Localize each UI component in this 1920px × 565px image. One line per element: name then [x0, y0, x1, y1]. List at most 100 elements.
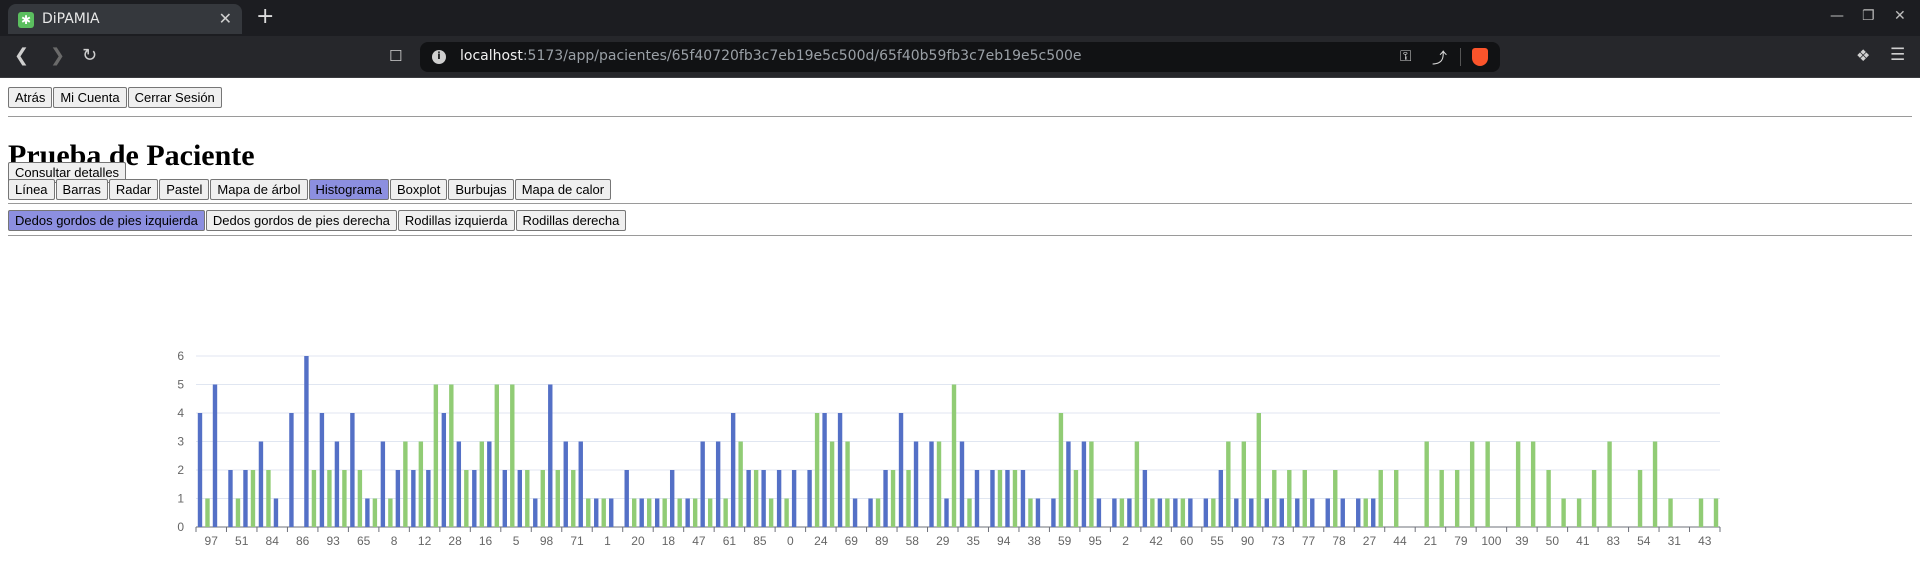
- body-part-tabs: Dedos gordos de pies izquierda Dedos gord…: [8, 210, 627, 231]
- histogram-bar: [1469, 441, 1475, 527]
- histogram-bar: [1363, 498, 1368, 527]
- x-tick-label: 1: [604, 534, 611, 548]
- histogram-bar: [1112, 498, 1117, 527]
- histogram-bar: [1310, 498, 1315, 527]
- x-tick-label: 71: [570, 534, 584, 548]
- x-tick-label: 100: [1481, 534, 1501, 548]
- x-tick-label: 86: [296, 534, 310, 548]
- histogram-bar: [1439, 470, 1444, 527]
- logout-button[interactable]: Cerrar Sesión: [127, 87, 222, 108]
- histogram-bar: [692, 498, 698, 527]
- body-part-tab-1[interactable]: Dedos gordos de pies derecha: [205, 210, 397, 231]
- histogram-bar: [1035, 498, 1041, 527]
- bookmark-icon[interactable]: ☐: [389, 47, 403, 65]
- histogram-bar: [1134, 441, 1140, 527]
- reload-icon[interactable]: ↻: [82, 45, 98, 66]
- histogram-bar: [1272, 470, 1277, 527]
- histogram-bar: [1264, 498, 1269, 527]
- x-tick-label: 79: [1454, 534, 1468, 548]
- x-tick-label: 93: [326, 534, 340, 548]
- chart-type-tab-7[interactable]: Burbujas: [448, 179, 514, 200]
- chart-type-tab-0[interactable]: Línea: [8, 179, 55, 200]
- histogram-bar: [1561, 498, 1566, 527]
- x-tick-label: 29: [936, 534, 950, 548]
- x-tick-label: 31: [1668, 534, 1682, 548]
- x-tick-label: 95: [1088, 534, 1102, 548]
- x-tick-label: 89: [875, 534, 889, 548]
- forward-arrow-icon[interactable]: ❯: [50, 45, 66, 66]
- address-bar[interactable]: i localhost:5173/app/pacientes/65f40720f…: [420, 42, 1500, 72]
- histogram-bar: [235, 498, 241, 527]
- histogram-bar: [1394, 470, 1399, 527]
- brave-shield-icon[interactable]: [1472, 48, 1488, 66]
- back-button[interactable]: Atrás: [8, 87, 53, 108]
- histogram-bar: [1012, 470, 1018, 527]
- restore-icon[interactable]: ❐: [1862, 8, 1875, 24]
- histogram-bar: [791, 470, 797, 527]
- details-button[interactable]: Consultar detalles: [8, 162, 127, 183]
- body-part-tab-2[interactable]: Rodillas izquierda: [397, 210, 515, 231]
- y-tick-label: 3: [177, 435, 184, 449]
- chart-type-tab-8[interactable]: Mapa de calor: [514, 179, 612, 200]
- close-window-icon[interactable]: ✕: [1894, 8, 1906, 24]
- share-icon[interactable]: ⤴: [1432, 49, 1448, 67]
- extensions-icon[interactable]: ❖: [1856, 46, 1871, 65]
- close-icon[interactable]: ✕: [218, 9, 232, 28]
- account-button[interactable]: Mi Cuenta: [53, 87, 127, 108]
- histogram-bar: [852, 498, 858, 527]
- x-tick-label: 8: [391, 534, 398, 548]
- browser-tab[interactable]: ✱ DiPAMIA ✕: [8, 4, 242, 34]
- histogram-bar: [944, 498, 949, 527]
- chart-type-tab-4[interactable]: Mapa de árbol: [210, 179, 308, 200]
- body-part-tab-0[interactable]: Dedos gordos de pies izquierda: [8, 210, 205, 231]
- histogram-bar: [609, 498, 614, 527]
- histogram-bar: [700, 441, 705, 527]
- histogram-bar: [1089, 441, 1094, 527]
- histogram-bar: [540, 470, 545, 527]
- histogram-bar: [1051, 498, 1056, 527]
- histogram-bar: [548, 384, 553, 527]
- minimize-icon[interactable]: —: [1830, 8, 1844, 24]
- histogram-bar: [898, 413, 904, 527]
- x-tick-label: 12: [418, 534, 432, 548]
- histogram-bar: [1637, 470, 1643, 527]
- histogram-bar: [1150, 498, 1155, 527]
- body-part-tab-3[interactable]: Rodillas derecha: [515, 210, 627, 231]
- chart-type-tab-3[interactable]: Pastel: [159, 179, 210, 200]
- url-text[interactable]: localhost:5173/app/pacientes/65f40720fb3…: [460, 48, 1082, 64]
- browser-toolbar: ❮ ❯ ↻ ☐ i localhost:5173/app/pacientes/6…: [0, 36, 1920, 78]
- x-tick-label: 24: [814, 534, 828, 548]
- key-icon[interactable]: ⚿: [1400, 47, 1412, 65]
- back-arrow-icon[interactable]: ❮: [14, 45, 30, 66]
- x-tick-label: 2: [1122, 534, 1129, 548]
- menu-icon[interactable]: ☰: [1890, 45, 1906, 65]
- histogram-bar: [624, 470, 629, 527]
- histogram-bar: [594, 498, 599, 527]
- histogram-bar: [746, 470, 751, 527]
- histogram-bar: [578, 441, 583, 527]
- x-tick-label: 69: [845, 534, 859, 548]
- histogram-bar: [1020, 470, 1026, 527]
- chart-type-tab-5[interactable]: Histograma: [308, 179, 389, 200]
- histogram-bar: [654, 498, 660, 527]
- new-tab-icon[interactable]: +: [256, 4, 275, 29]
- histogram-bar: [738, 441, 743, 527]
- x-tick-label: 73: [1271, 534, 1285, 548]
- chart-type-tab-1[interactable]: Barras: [55, 179, 108, 200]
- histogram-bar: [1371, 498, 1376, 527]
- histogram-bar: [1302, 470, 1307, 527]
- histogram-bar: [327, 470, 332, 527]
- histogram-bar: [776, 470, 782, 527]
- histogram-bar: [951, 384, 957, 527]
- histogram-bar: [1066, 441, 1071, 527]
- histogram-bar: [510, 384, 515, 527]
- chart-type-tab-6[interactable]: Boxplot: [390, 179, 448, 200]
- histogram-bar: [1234, 498, 1239, 527]
- x-tick-label: 28: [448, 534, 462, 548]
- chart-type-tab-2[interactable]: Radar: [108, 179, 159, 200]
- site-info-icon[interactable]: i: [432, 50, 446, 64]
- x-tick-label: 98: [540, 534, 554, 548]
- histogram-bar: [388, 498, 393, 527]
- x-tick-label: 35: [967, 534, 981, 548]
- histogram-bar: [868, 498, 873, 527]
